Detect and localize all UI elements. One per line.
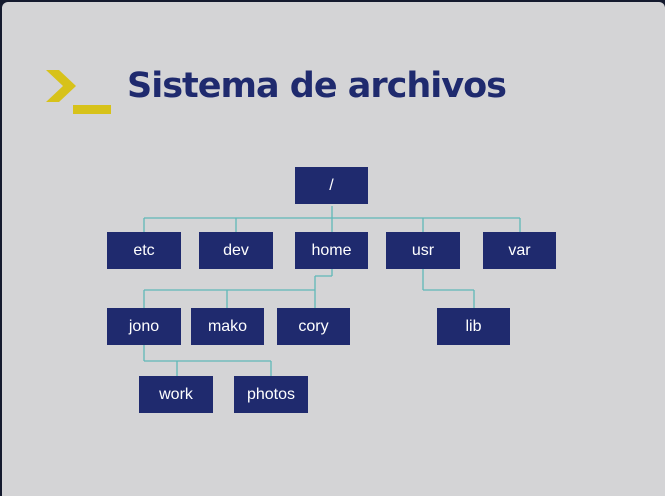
node-lib: lib xyxy=(437,308,510,345)
slide-title: Sistema de archivos xyxy=(127,66,507,106)
node-etc: etc xyxy=(107,232,181,269)
node-home: home xyxy=(295,232,368,269)
node-usr: usr xyxy=(386,232,460,269)
node-cory: cory xyxy=(277,308,350,345)
node-work: work xyxy=(139,376,213,413)
node-dev: dev xyxy=(199,232,273,269)
node-root: / xyxy=(295,167,368,204)
node-var: var xyxy=(483,232,556,269)
node-jono: jono xyxy=(107,308,181,345)
node-mako: mako xyxy=(191,308,264,345)
node-photos: photos xyxy=(234,376,308,413)
terminal-prompt-icon xyxy=(46,70,111,114)
